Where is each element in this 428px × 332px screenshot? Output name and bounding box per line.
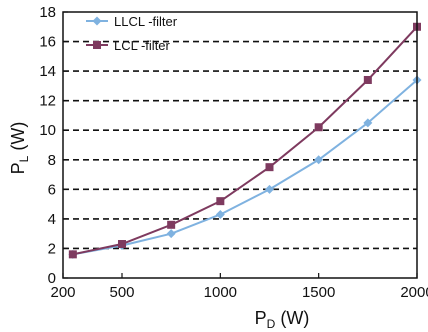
- x-tick-label: 1500: [302, 284, 335, 301]
- tick-layer: 0 2 4 6 8 10 12 14 16 18 200 500 1000 1500 2000: [39, 4, 428, 301]
- series-1-point-3: [216, 197, 225, 206]
- legend-marker-lcl: [93, 41, 101, 49]
- y-tick-label: 16: [39, 34, 56, 51]
- series-0-point-2: [166, 229, 176, 239]
- x-tick-label: 500: [109, 284, 134, 301]
- y-tick-label: 10: [39, 122, 56, 139]
- y-tick-label: 6: [48, 181, 56, 198]
- y-tick-label: 8: [48, 152, 56, 169]
- legend-marker-llcl: [92, 16, 102, 26]
- y-tick-label: 12: [39, 93, 56, 110]
- x-tick-label: 2000: [400, 284, 428, 301]
- plot-frame: [62, 11, 418, 279]
- y-tick-label: 2: [48, 240, 56, 257]
- y-tick-label: 14: [39, 63, 56, 80]
- y-axis-label: PL (W): [8, 122, 31, 175]
- series-1-point-1: [118, 240, 126, 249]
- series-0-point-5: [314, 155, 324, 165]
- series-1-point-2: [167, 220, 176, 229]
- y-tick-label: 18: [39, 4, 56, 21]
- series-0-point-4: [265, 184, 274, 194]
- legend: LLCL -filter LCL -filter: [86, 14, 178, 53]
- series-0-point-3: [215, 209, 225, 219]
- series-line-1: [72, 26, 418, 256]
- series-layer: [68, 22, 422, 259]
- y-tick-label: 4: [48, 211, 56, 228]
- series-line-0: [72, 79, 418, 256]
- series-0-point-6: [363, 118, 373, 128]
- series-1-point-4: [265, 163, 274, 172]
- legend-label-llcl: LLCL -filter: [114, 14, 178, 29]
- legend-label-lcl: LCL -filter: [114, 38, 171, 53]
- y-axis-label-sub: L: [17, 155, 31, 162]
- series-1-point-6: [363, 75, 372, 84]
- grid-lines: [63, 40, 417, 250]
- series-1-point-5: [314, 123, 323, 132]
- x-axis-label-sub: D: [267, 317, 276, 331]
- x-tick-label: 200: [50, 284, 75, 301]
- y-tick-label: 0: [48, 270, 56, 287]
- x-axis-label: PD (W): [255, 308, 310, 331]
- series-1-point-0: [68, 250, 77, 259]
- x-tick-label: 1000: [204, 284, 237, 301]
